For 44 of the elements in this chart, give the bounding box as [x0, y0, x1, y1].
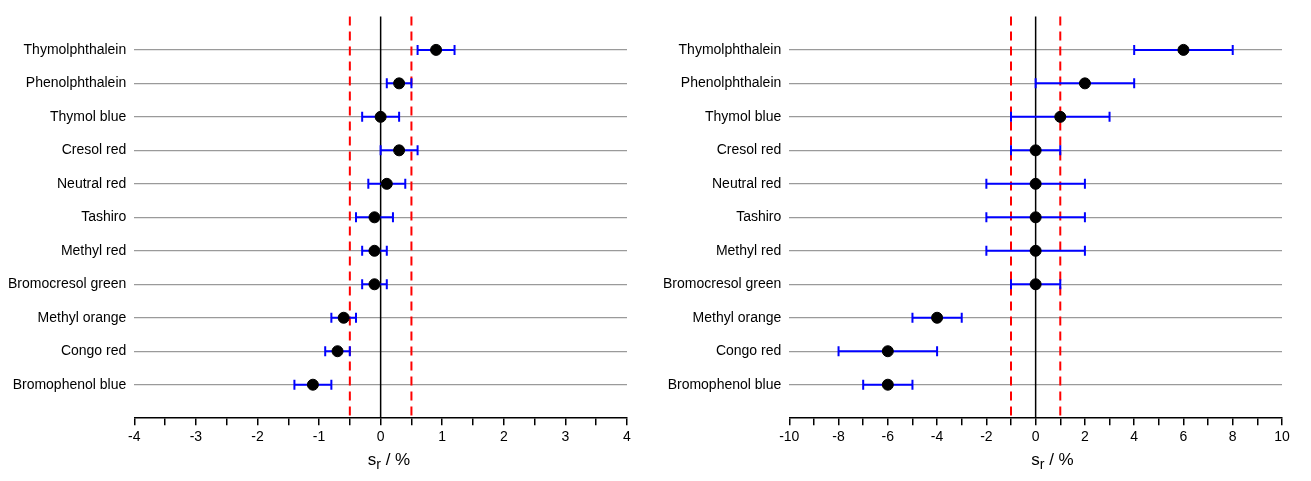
y-tick-label: Cresol red [716, 141, 782, 158]
y-tick-label: Thymolphthalein [23, 40, 127, 57]
y-tick-label: Congo red [60, 342, 127, 359]
y-tick-label: Bromocresol green [7, 275, 127, 292]
y-tick-label: Bromophenol blue [667, 375, 782, 392]
x-tick-label: 4 [623, 428, 632, 445]
x-tick-label: -4 [930, 428, 944, 445]
x-tick-label: 2 [499, 428, 508, 445]
x-tick-label: 6 [1179, 428, 1188, 445]
y-tick-label: Congo red [715, 342, 782, 359]
y-tick-label: Cresol red [61, 141, 127, 158]
x-tick-label: -1 [312, 428, 326, 445]
y-tick-label: Thymol blue [50, 107, 127, 124]
x-tick-label: -6 [881, 428, 895, 445]
x-tick-label: -2 [251, 428, 264, 445]
y-tick-label: Thymolphthalein [678, 40, 782, 57]
x-axis-title: s$_{r}$ / % [1030, 450, 1075, 475]
y-tick-label: Methyl red [60, 241, 127, 258]
x-tick-label: -3 [189, 428, 203, 445]
y-tick-label: Bromocresol green [662, 275, 782, 292]
y-tick-label: Phenolphthalein [680, 74, 782, 91]
x-tick-label: 8 [1228, 428, 1237, 445]
x-tick-label: 1 [438, 428, 447, 445]
y-tick-label: Methyl orange [692, 308, 782, 325]
x-axis-title: s$_{r}$ / % [366, 450, 412, 475]
x-tick-label: -2 [980, 428, 993, 445]
y-tick-label: Neutral red [57, 174, 127, 191]
x-tick-label: -10 [779, 428, 800, 445]
x-tick-label: 0 [376, 428, 385, 445]
x-tick-label: -8 [832, 428, 845, 445]
x-tick-label: 3 [561, 428, 570, 445]
y-tick-label: Methyl orange [37, 308, 127, 325]
x-tick-label: 10 [1274, 428, 1290, 445]
y-tick-label: Bromophenol blue [12, 375, 127, 392]
x-tick-label: 0 [1031, 428, 1040, 445]
x-tick-label: 2 [1081, 428, 1090, 445]
x-tick-label: 4 [1130, 428, 1139, 445]
y-tick-label: Tashiro [736, 208, 782, 225]
y-tick-label: Phenolphthalein [25, 74, 127, 91]
y-tick-label: Tashiro [81, 208, 127, 225]
y-tick-label: Methyl red [715, 241, 782, 258]
x-tick-label: -4 [128, 428, 141, 445]
y-tick-label: Neutral red [712, 174, 782, 191]
y-tick-label: Thymol blue [705, 107, 782, 124]
